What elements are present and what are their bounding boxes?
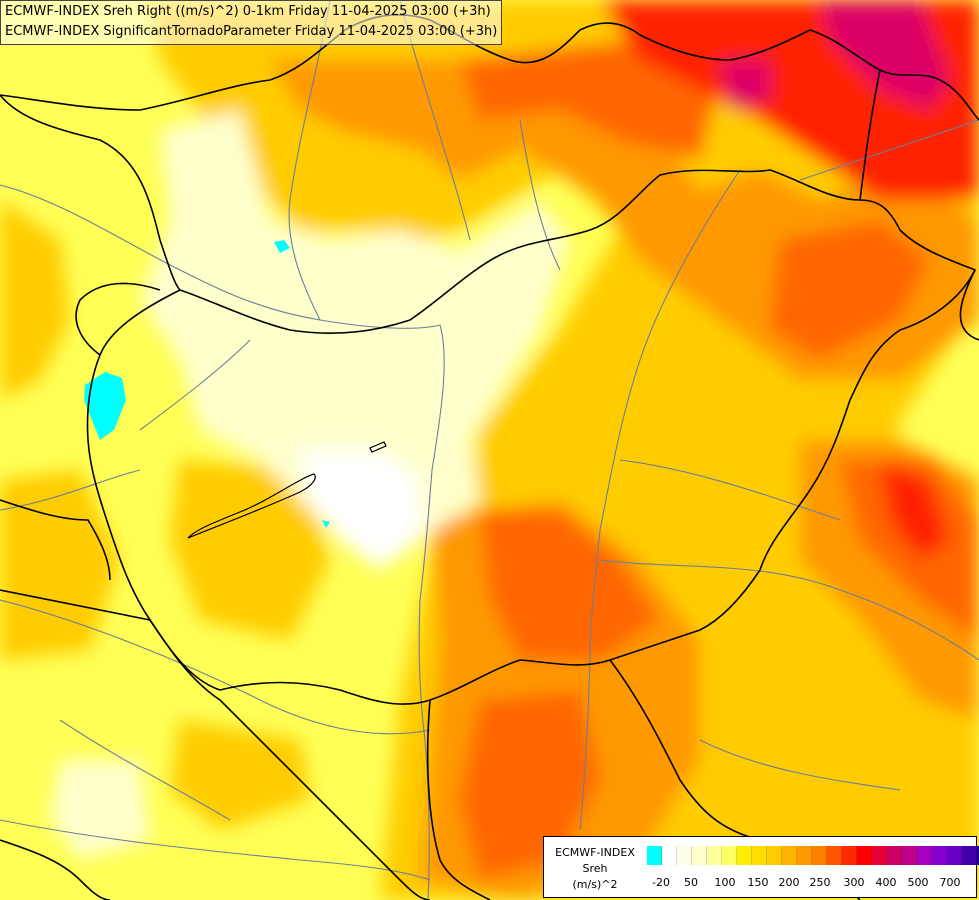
legend-swatch: [677, 846, 692, 865]
legend-tick-label: 300: [843, 876, 865, 889]
border-sw-loop: [0, 839, 111, 900]
legend-swatch: [902, 846, 917, 865]
field-light-orange-west: [0, 200, 70, 400]
legend-swatch: [962, 846, 977, 865]
river-north2: [519, 119, 561, 271]
field-dark-orange-ne: [770, 220, 930, 360]
legend-swatch: [662, 846, 677, 865]
map-title-box: ECMWF-INDEX Sreh Right ((m/s)^2) 0-1km F…: [0, 0, 503, 45]
border-ukraine-romania: [959, 269, 979, 341]
field-magenta-north: [820, 0, 950, 110]
river-drava: [0, 599, 431, 735]
field-white-center: [300, 450, 420, 570]
lake-small: [369, 441, 387, 453]
river-tisza: [579, 169, 741, 831]
legend-swatch: [872, 846, 887, 865]
river-maros: [599, 559, 979, 661]
river-ne: [799, 119, 979, 181]
river-sw: [59, 719, 231, 821]
border-austria-slovenia: [0, 499, 111, 581]
legend-swatch: [782, 846, 797, 865]
legend-swatch: [707, 846, 722, 865]
lake-balaton: [187, 473, 316, 539]
border-bosnia: [426, 699, 491, 900]
legend-swatch: [977, 846, 979, 865]
legend-swatch: [917, 846, 932, 865]
legend-swatch: [767, 846, 782, 865]
field-cyan-small: [274, 240, 290, 253]
border-croatia: [0, 589, 431, 900]
legend-swatch: [887, 846, 902, 865]
field-magenta-spot: [720, 60, 770, 110]
title-line-stp: ECMWF-INDEX SignificantTornadoParameter …: [5, 24, 498, 39]
field-light-orange-center: [170, 460, 330, 640]
border-slovakia-poland: [0, 14, 979, 121]
title-line-sreh: ECMWF-INDEX Sreh Right ((m/s)^2) 0-1km F…: [5, 4, 491, 19]
river-vah: [288, 0, 331, 321]
legend-swatch: [647, 846, 662, 865]
field-light-orange-south: [170, 720, 310, 830]
legend-swatch: [947, 846, 962, 865]
legend-variable: Sreh: [582, 862, 608, 875]
field-dark-orange-north: [460, 40, 720, 160]
field-dark-orange-south: [460, 690, 600, 880]
field-dark-orange-east: [840, 460, 979, 640]
legend-model: ECMWF-INDEX: [555, 846, 635, 859]
legend-swatch: [842, 846, 857, 865]
legend-tick-label: 200: [778, 876, 800, 889]
legend-tick-label: 50: [684, 876, 698, 889]
border-slovakia-east: [859, 69, 881, 201]
legend-swatch: [692, 846, 707, 865]
legend-swatch: [857, 846, 872, 865]
legend-swatch: [752, 846, 767, 865]
legend-swatch: [797, 846, 812, 865]
field-cyan-west: [84, 372, 126, 440]
color-legend: ECMWF-INDEX Sreh (m/s)^2 -20 50 100 150 200 2…: [543, 836, 979, 898]
legend-swatch: [932, 846, 947, 865]
legend-unit: (m/s)^2: [572, 878, 618, 891]
legend-tick-label: 400: [875, 876, 897, 889]
country-borders: [0, 14, 979, 900]
legend-tick-label: 700: [939, 876, 961, 889]
river-koros: [619, 459, 841, 521]
river-south-east: [699, 739, 901, 791]
field-dark-orange-center: [480, 510, 660, 660]
legend-tick-label: 500: [907, 876, 929, 889]
legend-tick-label: -20: [652, 876, 670, 889]
legend-swatches: [647, 846, 979, 865]
border-czech: [0, 94, 181, 291]
field-light-orange-sw: [0, 470, 120, 660]
field-red-east: [880, 460, 950, 560]
border-austria-west: [75, 282, 161, 356]
legend-swatch: [812, 846, 827, 865]
legend-swatch: [722, 846, 737, 865]
legend-tick-label: 250: [809, 876, 831, 889]
river-raba: [139, 339, 251, 431]
field-pale-sw: [50, 760, 150, 860]
field-pale-center: [140, 110, 570, 560]
river-danube: [0, 184, 445, 900]
field-cyan-tiny: [322, 520, 330, 528]
legend-tick-label: 150: [747, 876, 769, 889]
legend-swatch: [827, 846, 842, 865]
legend-swatch: [737, 846, 752, 865]
legend-tick-label: 100: [714, 876, 736, 889]
